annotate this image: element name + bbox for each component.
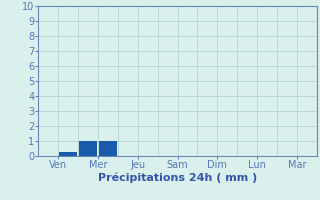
Bar [79, 141, 97, 156]
Bar [60, 152, 77, 156]
Bar [99, 141, 117, 156]
X-axis label: Précipitations 24h ( mm ): Précipitations 24h ( mm ) [98, 173, 257, 183]
